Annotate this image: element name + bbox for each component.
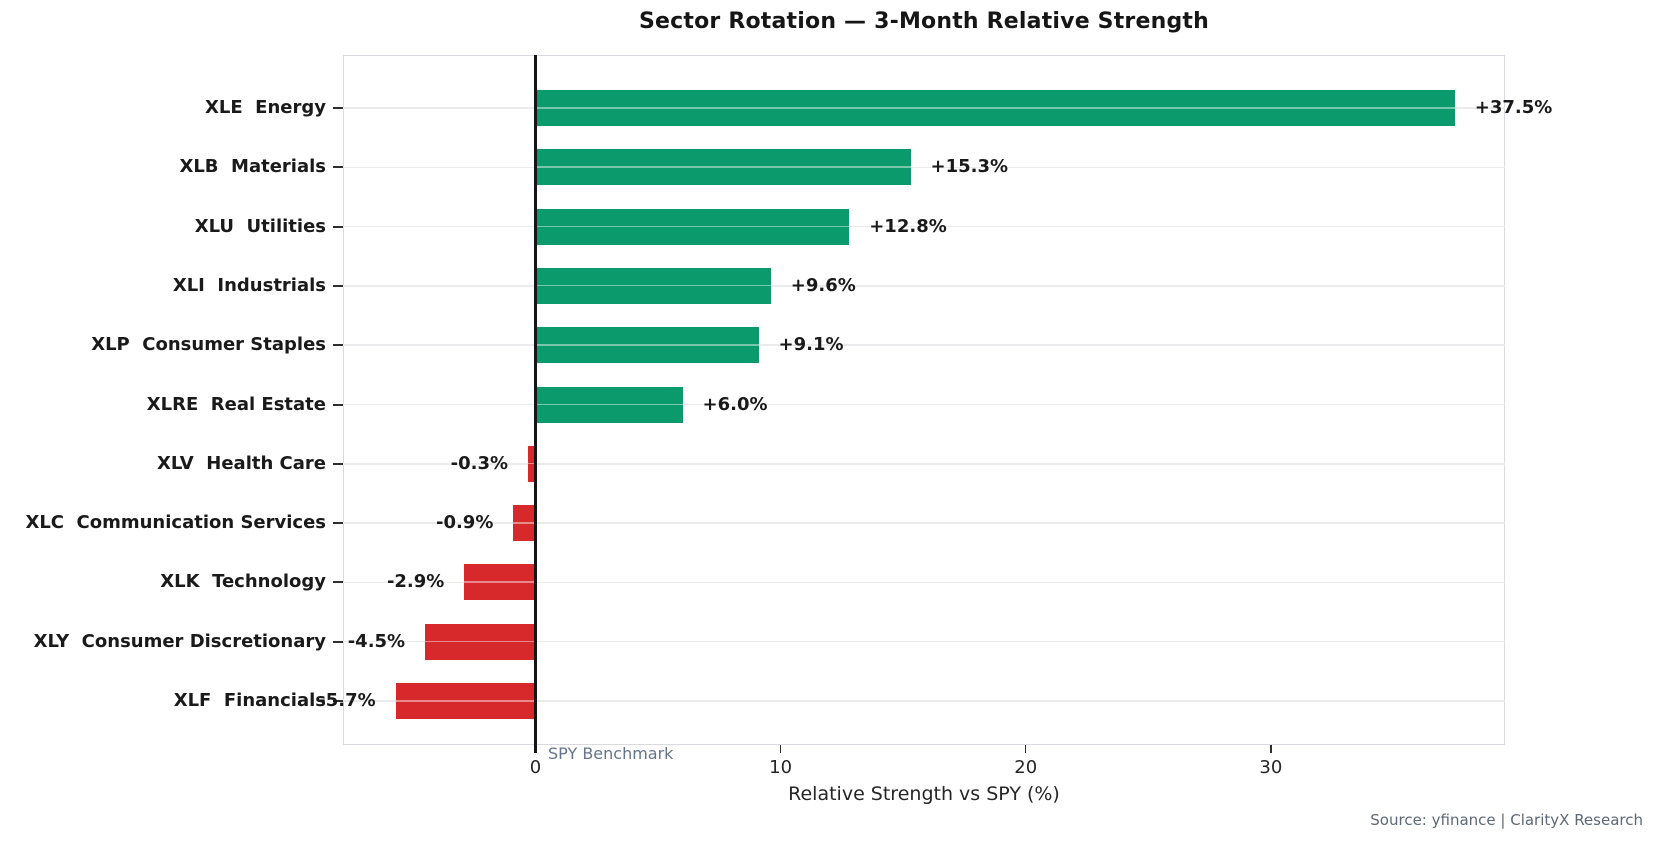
category-gridline (343, 166, 1505, 169)
x-tick-label: 20 (1014, 757, 1038, 778)
bar-value-label: +37.5% (1474, 97, 1553, 118)
x-tick (779, 745, 782, 753)
category-gridline (343, 581, 1505, 584)
y-tick (333, 225, 343, 228)
bar (535, 327, 759, 364)
bar (513, 505, 536, 542)
y-tick (333, 700, 343, 702)
category-gridline (343, 522, 1505, 524)
category-gridline (343, 225, 1505, 228)
x-tick-label: 0 (529, 757, 542, 778)
gridline-over-bar (535, 284, 771, 287)
bar-value-label: +12.8% (869, 215, 947, 237)
benchmark-zero-line (534, 55, 537, 753)
y-tick (333, 284, 343, 287)
category-label: XLK Technology (160, 571, 326, 593)
y-tick (333, 462, 343, 465)
x-tick-label: 30 (1259, 757, 1283, 778)
gridline-over-bar (395, 700, 536, 702)
gridline-over-bar (535, 166, 911, 168)
gridline-over-bar (513, 522, 536, 524)
bar-value-label: +6.0% (702, 393, 768, 415)
y-tick (333, 640, 343, 643)
bar-value-label: -0.9% (435, 512, 494, 534)
x-tick (1024, 745, 1027, 753)
category-gridline (343, 403, 1505, 406)
y-tick (333, 107, 343, 109)
bar-value-label: -2.9% (386, 571, 445, 593)
category-label: XLP Consumer Staples (91, 334, 326, 356)
bar (395, 683, 536, 719)
category-gridline (343, 344, 1505, 346)
bar (464, 564, 536, 601)
y-tick (333, 581, 343, 584)
bar-value-label: -5.7% (318, 690, 376, 711)
y-tick (333, 166, 343, 169)
bar (535, 386, 683, 423)
bar (528, 445, 536, 482)
category-gridline (343, 640, 1505, 643)
category-label: XLRE Real Estate (146, 393, 326, 415)
bar (535, 149, 911, 186)
x-tick-label: 10 (769, 757, 793, 778)
bar-value-label: -0.3% (450, 452, 509, 474)
gridline-over-bar (535, 403, 683, 406)
gridline-over-bar (535, 225, 850, 228)
category-label: XLC Communication Services (25, 512, 326, 534)
category-label: XLI Industrials (172, 274, 326, 296)
benchmark-label: SPY Benchmark (548, 744, 674, 763)
category-gridline (343, 463, 1505, 465)
source-note: Source: yfinance | ClarityX Research (1370, 811, 1643, 829)
category-gridline (343, 700, 1505, 702)
category-label: XLY Consumer Discretionary (33, 630, 326, 652)
bar-value-label: -4.5% (347, 630, 406, 652)
chart-title: Sector Rotation — 3-Month Relative Stren… (638, 9, 1209, 34)
y-tick (333, 522, 343, 525)
y-tick (333, 344, 343, 347)
bar-value-label: +9.1% (778, 334, 844, 356)
gridline-over-bar (425, 640, 536, 643)
category-label: XLV Health Care (156, 452, 326, 474)
x-tick (1270, 745, 1272, 753)
y-tick (333, 403, 343, 406)
bar-value-label: +9.6% (790, 274, 856, 296)
bar (535, 90, 1455, 126)
category-label: XLF Financials (173, 690, 326, 711)
bar (535, 208, 850, 245)
gridline-over-bar (528, 462, 536, 465)
bar (425, 623, 536, 660)
category-label: XLE Energy (205, 97, 326, 118)
bar-value-label: +15.3% (930, 156, 1009, 178)
bar (535, 267, 771, 304)
gridline-over-bar (464, 581, 536, 583)
category-label: XLU Utilities (194, 215, 326, 237)
gridline-over-bar (535, 107, 1455, 109)
x-axis-label: Relative Strength vs SPY (%) (788, 783, 1060, 805)
gridline-over-bar (535, 344, 759, 346)
category-label: XLB Materials (179, 156, 326, 178)
category-gridline (343, 285, 1505, 287)
